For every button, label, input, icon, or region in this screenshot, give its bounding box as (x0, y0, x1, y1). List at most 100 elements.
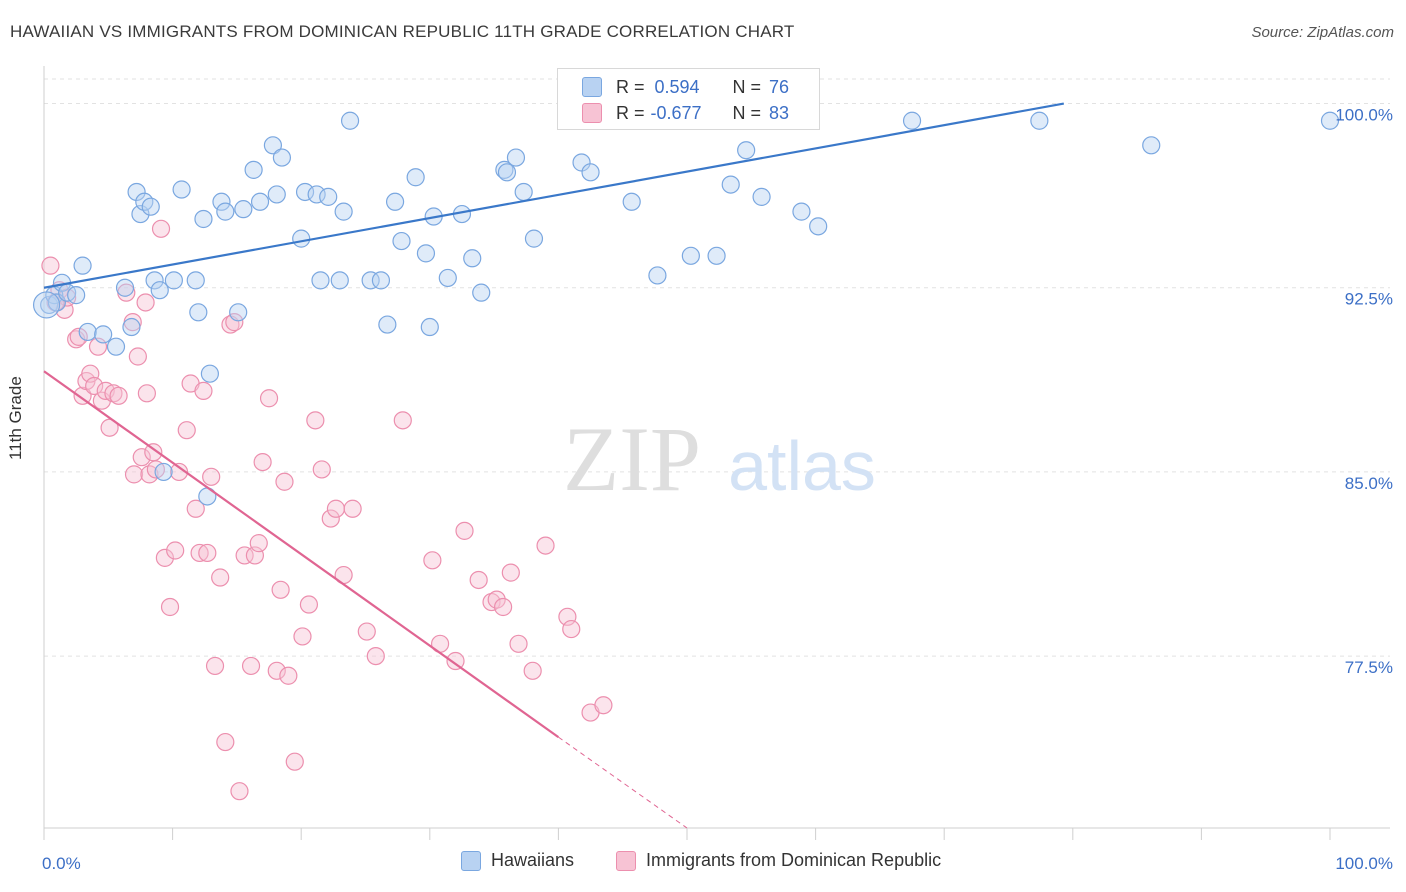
hawaiian-point (150, 281, 169, 300)
dominican-point (132, 448, 151, 467)
y-tick-label: 100.0% (1335, 106, 1393, 125)
dominican-point (73, 386, 92, 405)
dominican-point (241, 656, 261, 676)
hawaiian-point (385, 192, 405, 211)
hawaiian-point (1142, 136, 1161, 155)
dominican-point (536, 536, 555, 555)
dominican-point (230, 782, 249, 801)
dominican-swatch (582, 103, 602, 123)
dominican-point (523, 661, 542, 680)
dominican-point (293, 627, 312, 646)
dominican-trend-line (43, 370, 560, 739)
hawaiian-point (200, 364, 219, 383)
hawaiian-point (267, 185, 286, 204)
hawaiian-point (216, 202, 235, 221)
hawaiian-point (115, 278, 135, 297)
hawaiian-point (721, 175, 740, 194)
dominican-point (225, 313, 244, 332)
dominican-point (312, 460, 331, 479)
hawaiian-point (681, 246, 700, 265)
hawaiian-point (263, 136, 283, 155)
y-tick-label: 77.5% (1345, 658, 1393, 677)
hawaiian-point (295, 182, 315, 202)
chart-source: Source: ZipAtlas.com (1251, 24, 1394, 41)
dominican-r-value: -0.677 (650, 102, 702, 123)
y-tick-label: 85.0% (1345, 474, 1393, 493)
legend-swatch-dominican (616, 850, 636, 871)
hawaiian-point (122, 317, 141, 337)
dominican-point (166, 541, 185, 560)
dominican-point (235, 546, 254, 565)
dominican-point (562, 619, 581, 639)
legend-label-dominican: Immigrants from Dominican Republic (646, 850, 942, 870)
dominican-point (124, 465, 144, 484)
dominican-point (190, 543, 209, 563)
hawaiian-point (78, 322, 97, 342)
dominican-point (423, 551, 442, 570)
dominican-point (198, 543, 217, 563)
x-tick-label-max: 100.0% (1335, 854, 1393, 873)
hawaiian-point (330, 271, 349, 290)
legend-item-hawaiians[interactable]: Hawaiians (461, 850, 574, 871)
hawaiians-swatch (582, 77, 602, 97)
dominican-point (509, 634, 528, 653)
dominican-point (194, 381, 213, 400)
dominican-point (202, 467, 221, 486)
chart-title: HAWAIIAN VS IMMIGRANTS FROM DOMINICAN RE… (10, 22, 795, 41)
dominican-point (186, 499, 205, 518)
dominican-point (205, 656, 225, 676)
stats-row-hawaiians: R = 0.594 N = 76 (582, 74, 789, 100)
hawaiians-r-label: R = (616, 76, 645, 97)
dominican-point (501, 563, 520, 582)
dominican-point (487, 590, 506, 609)
watermark-zip: ZIP (563, 408, 701, 510)
hawaiian-point (307, 185, 326, 204)
dominican-point (393, 411, 412, 430)
legend-item-dominican[interactable]: Immigrants from Dominican Republic (616, 850, 941, 871)
axis-layer (43, 66, 1390, 840)
tick-labels: 77.5% 85.0% 92.5% 100.0% 0.0% 100.0% (42, 106, 1393, 873)
hawaiian-point (340, 111, 360, 130)
y-tick-label: 92.5% (1345, 290, 1393, 309)
hawaiian-point (334, 202, 353, 221)
hawaiian-point (648, 266, 667, 285)
dominican-point (160, 597, 180, 617)
hawaiian-point (497, 163, 517, 182)
stats-box: R = 0.594 N = 76 R = -0.677 N = 83 (557, 68, 820, 130)
legend-swatch-hawaiians (461, 850, 481, 871)
hawaiian-point (737, 141, 756, 160)
hawaiian-point (514, 182, 533, 202)
hawaiian-point (250, 192, 270, 211)
hawaiian-point (172, 180, 191, 199)
dominican-point (446, 651, 465, 671)
hawaiian-point-large (32, 291, 61, 319)
hawaiian-point (234, 200, 253, 219)
hawaiian-point (406, 168, 425, 187)
dominican-point (321, 509, 340, 528)
hawaiian-point (420, 317, 439, 337)
dominican-point (69, 327, 88, 346)
hawaiian-point (194, 209, 213, 229)
hawaiian-point (752, 187, 771, 206)
hawaiian-point (106, 337, 126, 356)
dominican-point (285, 752, 304, 771)
hawaiians-n-label: N = (732, 76, 762, 97)
hawaiian-point (361, 271, 380, 290)
trend-lines (43, 102, 1064, 829)
dominican-point (594, 696, 613, 715)
hawaiian-point (1030, 111, 1049, 130)
dominican-point (136, 293, 155, 312)
hawaiian-point (229, 303, 248, 322)
dominican-points (41, 219, 613, 801)
hawaiian-point (707, 246, 726, 265)
dominican-point (259, 389, 279, 408)
hawaiian-point (792, 202, 811, 221)
watermark-atlas: atlas (728, 427, 876, 505)
hawaiian-point (1320, 111, 1340, 130)
hawaiian-point (154, 462, 173, 482)
hawaiian-point (472, 283, 491, 302)
dominican-point (306, 411, 325, 430)
dominican-point (455, 521, 474, 540)
dominican-point (494, 597, 513, 617)
